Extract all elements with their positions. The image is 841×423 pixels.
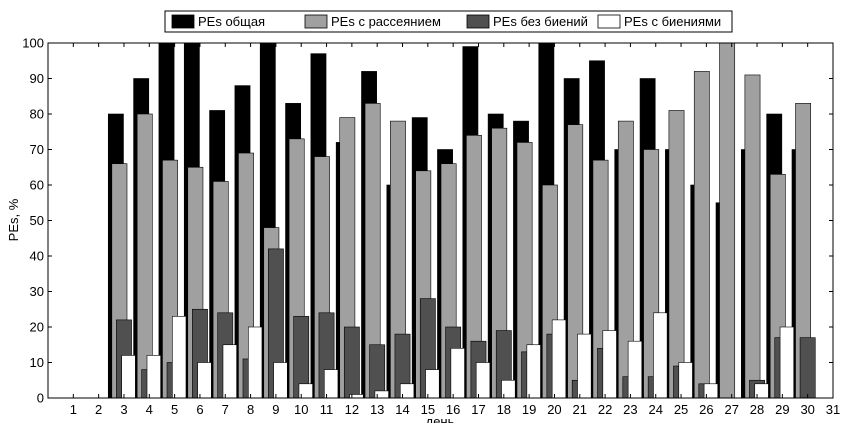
- x-tick-label-8: 8: [247, 402, 254, 417]
- x-tick-label-9: 9: [272, 402, 279, 417]
- y-tick-label-100: 100: [22, 36, 44, 51]
- legend-label-no-beats: PEs без биений: [493, 14, 588, 29]
- bar-beats-day-15: [425, 369, 440, 399]
- legend: PEs общая PEs с рассеянием PEs без биений P…: [164, 10, 733, 33]
- bar-scatter-day-27: [719, 42, 736, 399]
- y-tick-label-70: 70: [30, 142, 44, 157]
- x-tick-label-2: 2: [95, 402, 102, 417]
- y-tick-label-50: 50: [30, 213, 44, 228]
- bar-beats-day-17: [475, 362, 491, 399]
- bar-beats-day-19: [526, 344, 541, 399]
- bar-no-beats-day-30: [799, 337, 816, 399]
- bar-beats-day-8: [248, 326, 263, 399]
- x-axis-title: день: [426, 414, 455, 423]
- x-tick-label-15: 15: [421, 402, 435, 417]
- x-tick-label-7: 7: [222, 402, 229, 417]
- x-tick-label-17: 17: [471, 402, 485, 417]
- legend-swatch-beats: [597, 14, 621, 29]
- bar-beats-day-20: [551, 319, 567, 399]
- bar-no-beats-day-12: [343, 326, 360, 399]
- bar-scatter-day-25: [668, 110, 685, 399]
- x-tick-label-3: 3: [120, 402, 127, 417]
- x-tick-label-13: 13: [370, 402, 384, 417]
- bar-beats-day-3: [121, 355, 136, 399]
- legend-swatch-scatter: [304, 14, 328, 29]
- x-tick-label-19: 19: [522, 402, 536, 417]
- x-tick-label-18: 18: [497, 402, 511, 417]
- y-tick-label-90: 90: [30, 71, 44, 86]
- x-tick-label-20: 20: [547, 402, 561, 417]
- x-tick-label-14: 14: [395, 402, 409, 417]
- x-tick-label-29: 29: [775, 402, 789, 417]
- y-tick-label-40: 40: [30, 249, 44, 264]
- bar-beats-day-9: [273, 362, 288, 399]
- bar-beats-day-24: [653, 312, 668, 399]
- bar-beats-day-21: [577, 333, 592, 399]
- bar-no-beats-day-13: [369, 344, 386, 399]
- bar-beats-day-25: [678, 362, 693, 399]
- x-tick-label-6: 6: [196, 402, 203, 417]
- x-tick-label-28: 28: [750, 402, 764, 417]
- bar-beats-day-11: [323, 369, 339, 399]
- bar-beats-day-4: [146, 355, 161, 399]
- bar-beats-day-16: [450, 347, 465, 399]
- x-tick-label-26: 26: [699, 402, 713, 417]
- y-tick-label-10: 10: [30, 355, 44, 370]
- legend-label-scatter: PEs с рассеянием: [331, 14, 441, 29]
- y-tick-label-80: 80: [30, 107, 44, 122]
- bar-beats-day-5: [172, 316, 187, 399]
- x-tick-label-31: 31: [826, 402, 840, 417]
- x-tick-label-25: 25: [674, 402, 688, 417]
- legend-swatch-no-beats: [466, 14, 490, 29]
- x-tick-label-4: 4: [146, 402, 153, 417]
- bar-beats-day-22: [602, 330, 617, 399]
- x-tick-label-27: 27: [724, 402, 738, 417]
- y-tick-label-60: 60: [30, 178, 44, 193]
- x-tick-label-16: 16: [446, 402, 460, 417]
- ticks-layer: 1 2 3 4 5 6 7 8 9 10 11 12 13 14 15 16 17 18 19 20 21 22 23 24 2…: [22, 36, 840, 418]
- legend-swatch-total: [171, 14, 195, 29]
- bar-beats-day-23: [627, 340, 643, 399]
- legend-label-total: PEs общая: [198, 14, 265, 29]
- x-tick-label-21: 21: [573, 402, 587, 417]
- x-tick-label-11: 11: [320, 402, 334, 417]
- x-tick-label-12: 12: [345, 402, 359, 417]
- bar-scatter-day-28: [744, 74, 761, 399]
- x-tick-label-10: 10: [294, 402, 308, 417]
- bar-scatter-day-26: [693, 71, 710, 399]
- bar-beats-day-29: [779, 326, 795, 399]
- x-tick-label-5: 5: [171, 402, 178, 417]
- x-tick-label-22: 22: [598, 402, 612, 417]
- y-tick-label-20: 20: [30, 320, 44, 335]
- x-tick-label-24: 24: [649, 402, 663, 417]
- bar-beats-day-7: [222, 344, 237, 399]
- x-tick-label-30: 30: [800, 402, 814, 417]
- x-tick-label-1: 1: [70, 402, 77, 417]
- legend-label-beats: PEs с биениями: [624, 14, 721, 29]
- y-axis-title: PEs, %: [6, 198, 21, 241]
- x-tick-label-23: 23: [623, 402, 637, 417]
- y-tick-label-30: 30: [30, 284, 44, 299]
- y-tick-label-0: 0: [37, 391, 44, 406]
- bar-beats-day-6: [197, 362, 212, 399]
